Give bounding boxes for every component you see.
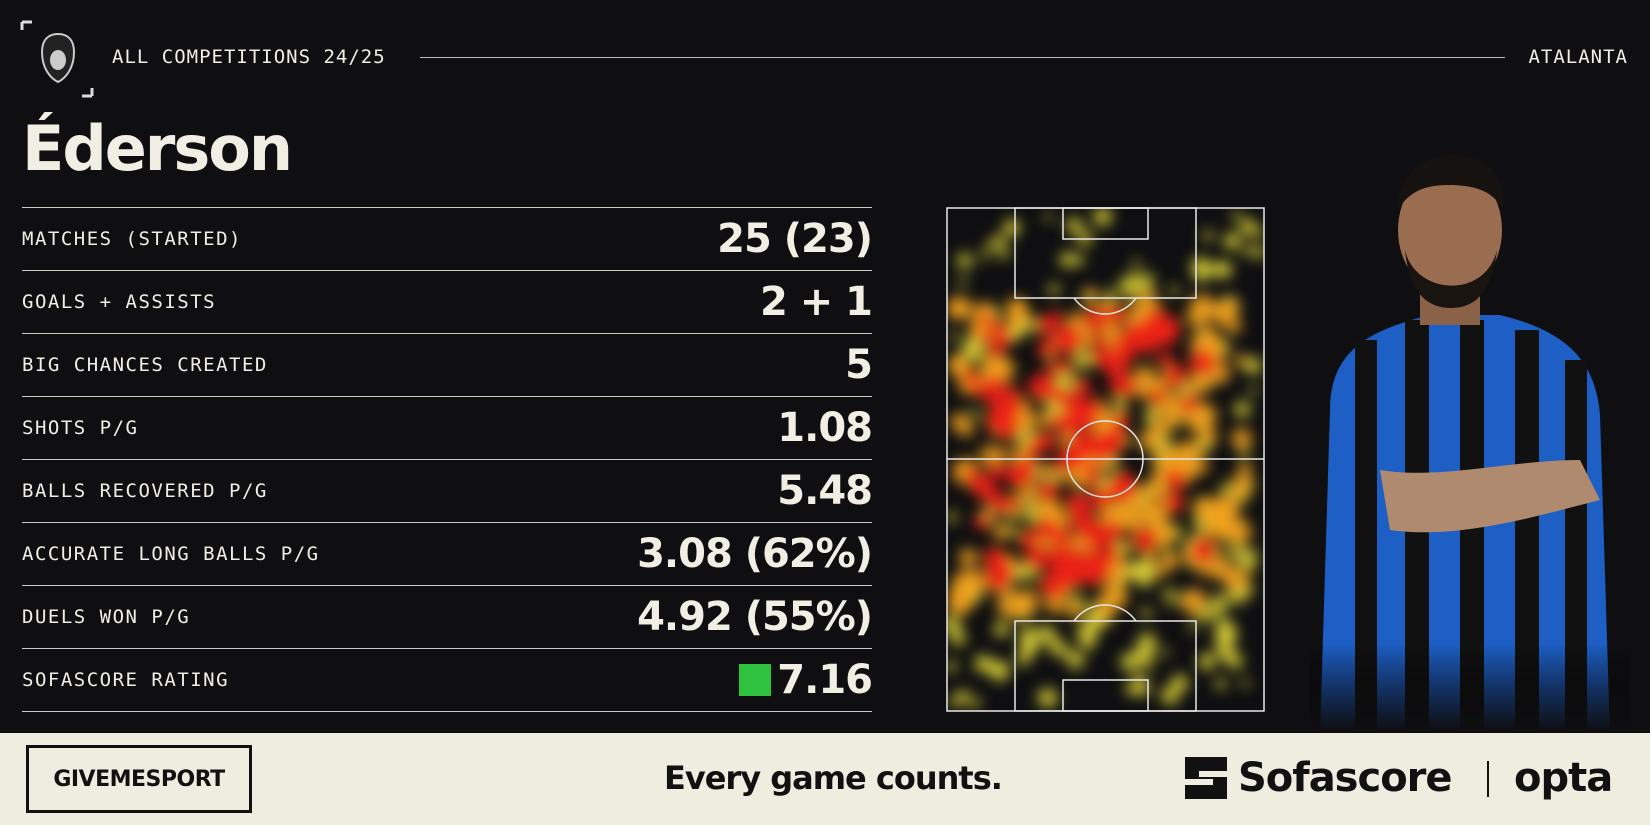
stat-row: DUELS WON P/G 4.92 (55%)	[22, 586, 873, 649]
player-photo	[1310, 150, 1630, 730]
partner-logo: Sofascore	[1238, 755, 1453, 801]
brand-logo: GIVEMESPORT	[26, 745, 252, 813]
stat-label: ACCURATE LONG BALLS P/G	[22, 543, 320, 565]
stat-value-box: 7.16	[739, 657, 873, 703]
stat-value: 5	[845, 342, 873, 388]
club-badge	[20, 20, 94, 98]
separator	[1487, 761, 1489, 797]
stat-label: SOFASCORE RATING	[22, 669, 230, 691]
divider	[420, 57, 1505, 58]
stat-label: MATCHES (STARTED)	[22, 228, 242, 250]
stats-table: MATCHES (STARTED) 25 (23) GOALS + ASSISTS 2…	[22, 207, 873, 712]
stat-value-box: 5.48	[777, 468, 873, 514]
stat-row: GOALS + ASSISTS 2 + 1	[22, 271, 873, 334]
stat-row: SHOTS P/G 1.08	[22, 397, 873, 460]
stat-value: 5.48	[777, 468, 873, 514]
stat-value: 2 + 1	[759, 279, 873, 325]
stat-value-box: 1.08	[777, 405, 873, 451]
stat-value: 4.92 (55%)	[637, 594, 873, 640]
stat-row: BIG CHANCES CREATED 5	[22, 334, 873, 397]
stat-value: 7.16	[777, 657, 873, 703]
stat-row: BALLS RECOVERED P/G 5.48	[22, 460, 873, 523]
stat-label: BALLS RECOVERED P/G	[22, 480, 268, 502]
stat-value-box: 4.92 (55%)	[637, 594, 873, 640]
competition: ALL COMPETITIONS 24/25	[112, 46, 386, 68]
partner-icon	[1185, 757, 1227, 799]
stat-label: BIG CHANCES CREATED	[22, 354, 268, 376]
stat-row: ACCURATE LONG BALLS P/G 3.08 (62%)	[22, 523, 873, 586]
team: ATALANTA	[1528, 46, 1628, 68]
stat-label: GOALS + ASSISTS	[22, 291, 217, 313]
stat-value-box: 3.08 (62%)	[637, 531, 873, 577]
stat-label: SHOTS P/G	[22, 417, 139, 439]
heatmap	[946, 207, 1265, 712]
tagline: Every game counts.	[664, 759, 1003, 797]
footer: GIVEMESPORT Every game counts. Sofascore…	[0, 733, 1650, 825]
stat-value-box: 25 (23)	[717, 216, 873, 262]
stat-row: SOFASCORE RATING 7.16	[22, 649, 873, 712]
stat-row: MATCHES (STARTED) 25 (23)	[22, 208, 873, 271]
provider-logo: opta	[1514, 755, 1613, 801]
stat-label: DUELS WON P/G	[22, 606, 191, 628]
stat-value: 3.08 (62%)	[637, 531, 873, 577]
stat-value: 25 (23)	[717, 216, 873, 262]
stat-value: 1.08	[777, 405, 873, 451]
stat-value-box: 2 + 1	[759, 279, 873, 325]
player-name: Éderson	[22, 112, 293, 185]
stat-value-box: 5	[845, 342, 873, 388]
rating-badge	[739, 664, 772, 696]
